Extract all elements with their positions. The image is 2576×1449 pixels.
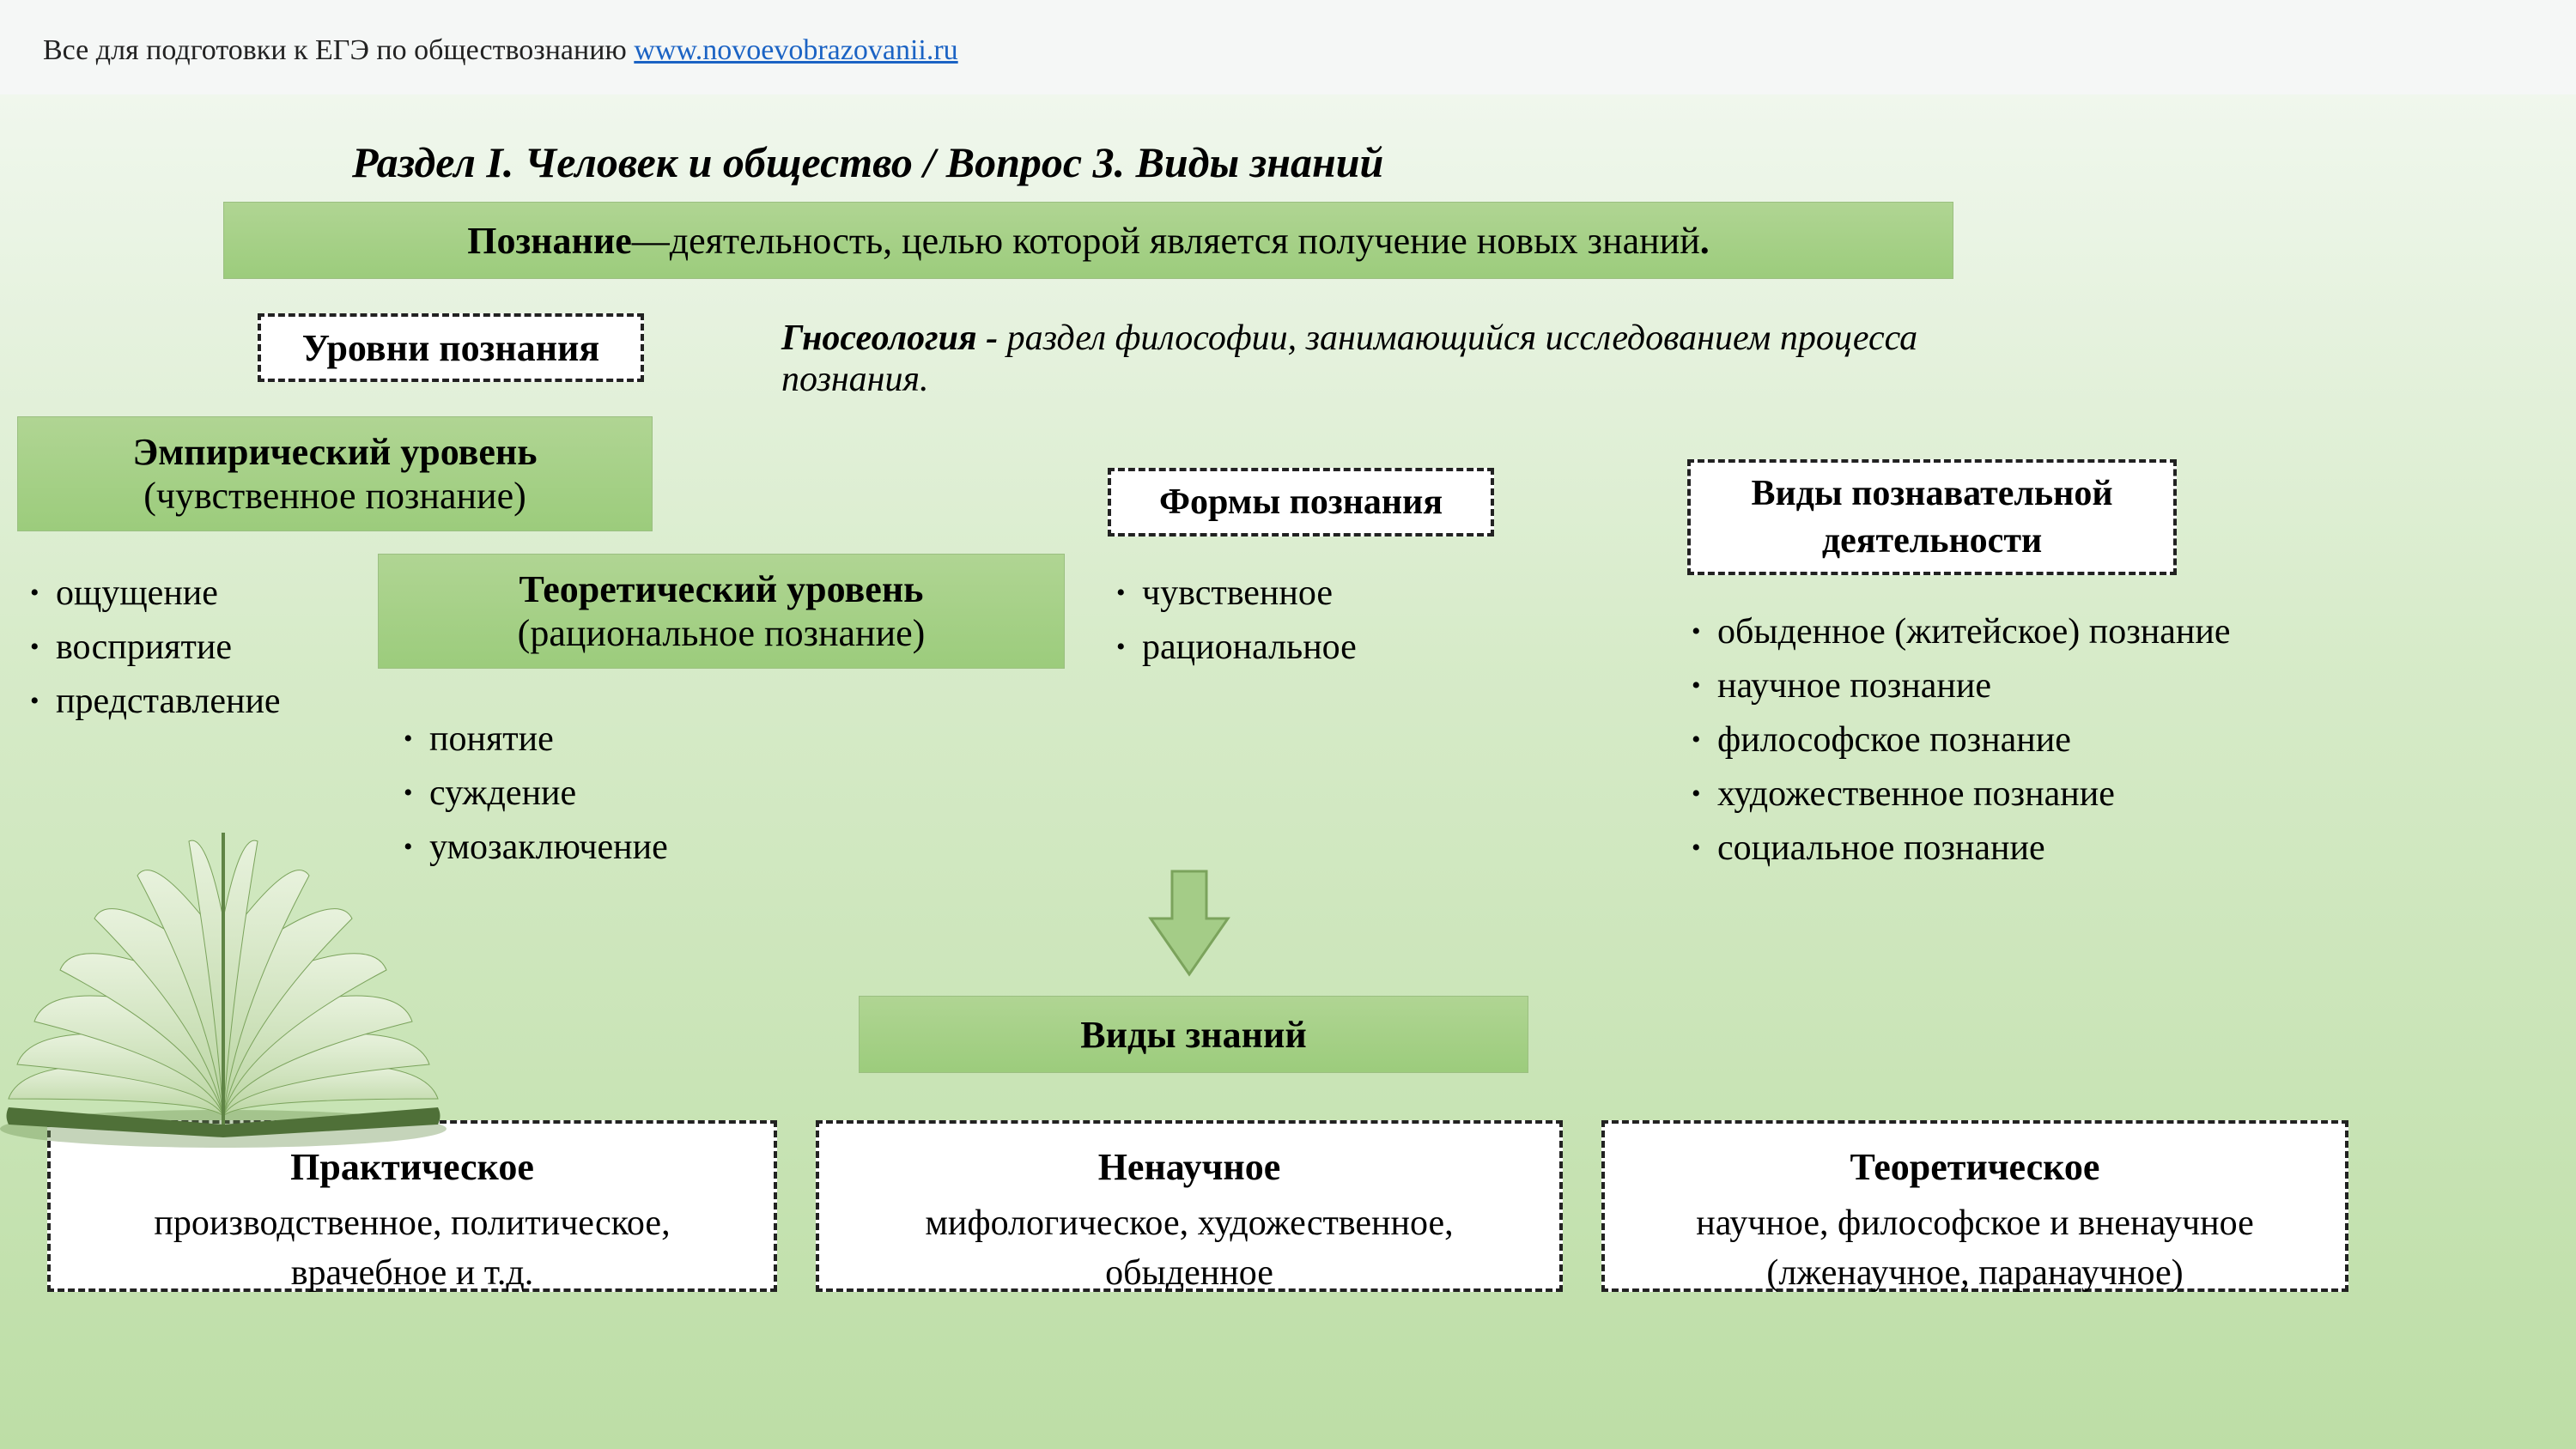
forms-list: чувственное рациональное bbox=[1116, 567, 1357, 675]
theoretical-subtitle: (рациональное познание) bbox=[404, 611, 1038, 655]
bottom-title: Ненаучное bbox=[841, 1141, 1538, 1194]
open-book-icon bbox=[0, 790, 464, 1150]
theoretical-title: Теоретический уровень bbox=[404, 567, 1038, 611]
bottom-desc: мифологическое, художественное, обыденно… bbox=[925, 1203, 1453, 1294]
list-item: умозаключение bbox=[404, 821, 668, 875]
list-item: обыденное (житейское) познание bbox=[1692, 605, 2231, 659]
theoretical-list: понятие суждение умозаключение bbox=[404, 712, 668, 875]
bottom-box-theoretical: Теоретическое научное, философское и вне… bbox=[1601, 1120, 2348, 1292]
activity-types-line1: Виды познавательной bbox=[1751, 470, 2112, 518]
header-bar: Все для подготовки к ЕГЭ по обществознан… bbox=[0, 0, 2576, 94]
bottom-box-practical: Практическое производственное, политичес… bbox=[47, 1120, 777, 1292]
empirical-title: Эмпирический уровень bbox=[44, 430, 626, 474]
bottom-desc: производственное, политическое, врачебно… bbox=[154, 1203, 670, 1294]
kinds-label: Виды знаний bbox=[1080, 1013, 1306, 1057]
activity-types-box: Виды познавательной деятельности bbox=[1687, 459, 2177, 575]
gnoseology-term: Гносеология - bbox=[781, 318, 1007, 358]
list-item: суждение bbox=[404, 767, 668, 821]
list-item: представление bbox=[30, 675, 281, 729]
empirical-block: Эмпирический уровень (чувственное познан… bbox=[17, 416, 653, 531]
empirical-subtitle: (чувственное познание) bbox=[44, 474, 626, 518]
definition-text: деятельность, целью которой является пол… bbox=[670, 220, 1700, 262]
gnoseology-text: Гносеология - раздел философии, занимающ… bbox=[781, 318, 1984, 400]
bottom-box-nonscientific: Ненаучное мифологическое, художественное… bbox=[816, 1120, 1563, 1292]
list-item: социальное познание bbox=[1692, 822, 2231, 876]
forms-label: Формы познания bbox=[1159, 482, 1443, 523]
list-item: рациональное bbox=[1116, 621, 1357, 675]
levels-label: Уровни познания bbox=[302, 326, 599, 370]
bottom-title: Теоретическое bbox=[1626, 1141, 2324, 1194]
definition-period: . bbox=[1700, 220, 1710, 262]
definition-dash: — bbox=[632, 220, 670, 262]
empirical-list: ощущение восприятие представление bbox=[30, 567, 281, 729]
list-item: понятие bbox=[404, 712, 668, 767]
activity-types-line2: деятельности bbox=[1822, 518, 2042, 565]
bottom-title: Практическое bbox=[72, 1141, 752, 1194]
list-item: научное познание bbox=[1692, 659, 2231, 713]
definition-term: Познание bbox=[467, 220, 632, 262]
list-item: философское познание bbox=[1692, 713, 2231, 767]
list-item: художественное познание bbox=[1692, 767, 2231, 822]
list-item: чувственное bbox=[1116, 567, 1357, 621]
list-item: ощущение bbox=[30, 567, 281, 621]
forms-label-box: Формы познания bbox=[1108, 468, 1494, 537]
bottom-desc: научное, философское и вненаучное (лжена… bbox=[1696, 1203, 2254, 1294]
header-prefix: Все для подготовки к ЕГЭ по обществознан… bbox=[43, 34, 634, 66]
list-item: восприятие bbox=[30, 621, 281, 675]
theoretical-block: Теоретический уровень (рациональное позн… bbox=[378, 554, 1065, 669]
activity-types-list: обыденное (житейское) познание научное п… bbox=[1692, 605, 2231, 876]
header-link[interactable]: www.novoevobrazovanii.ru bbox=[634, 34, 957, 66]
section-title: Раздел I. Человек и общество / Вопрос 3.… bbox=[352, 137, 1383, 187]
definition-banner: Познание—деятельность, целью которой явл… bbox=[223, 202, 1953, 279]
levels-label-box: Уровни познания bbox=[258, 313, 644, 382]
down-arrow-icon bbox=[1146, 867, 1232, 979]
kinds-banner: Виды знаний bbox=[859, 996, 1528, 1073]
